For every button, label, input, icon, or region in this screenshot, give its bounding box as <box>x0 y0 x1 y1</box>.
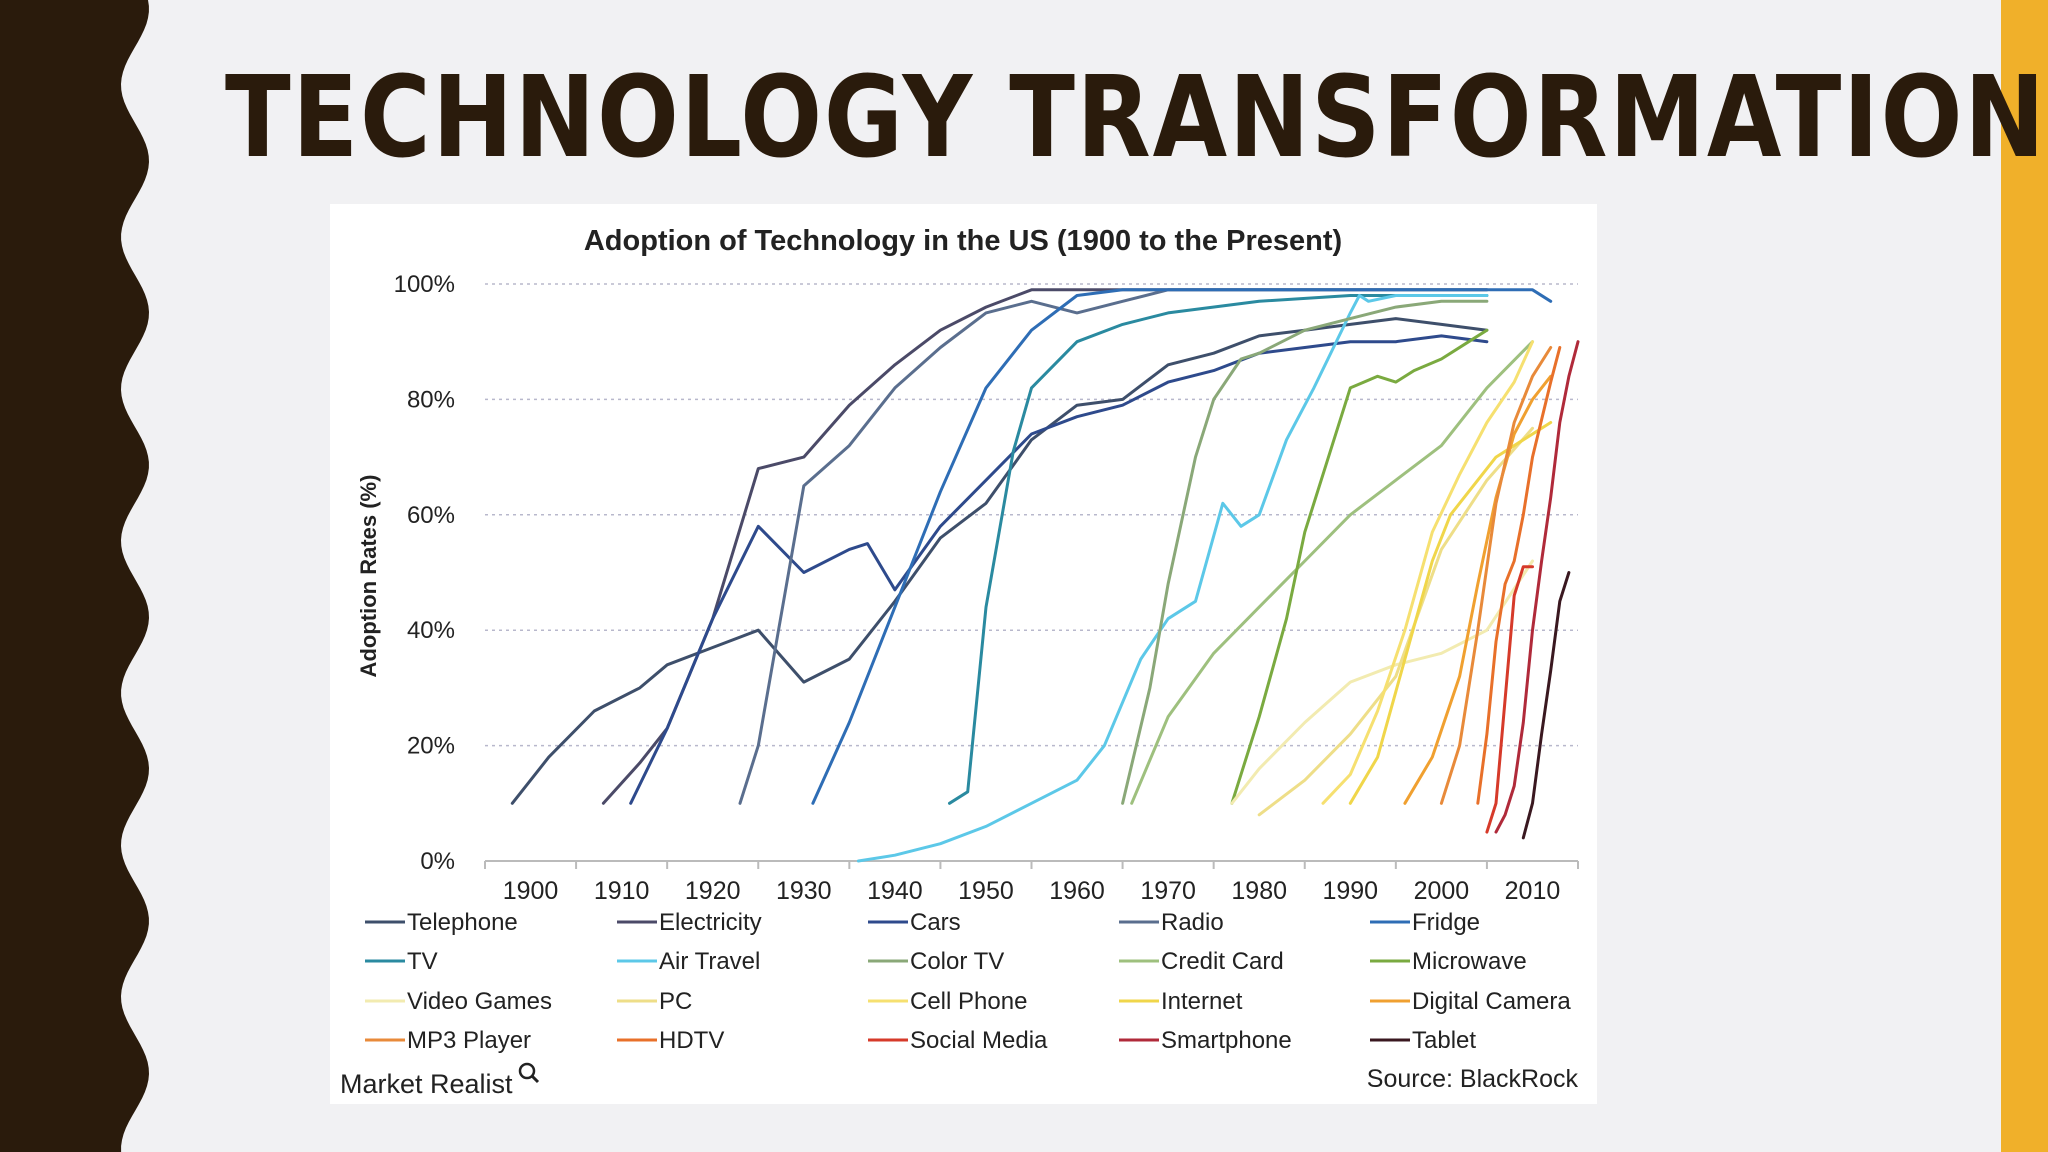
legend-label-fridge: Fridge <box>1412 909 1480 936</box>
brand-logo: Market Realist <box>340 1062 540 1099</box>
series-line-credit-card <box>1130 340 1534 805</box>
legend-label-digital-camera: Digital Camera <box>1412 988 1571 1015</box>
series-line-telephone <box>510 317 1489 805</box>
source-note: Source: BlackRock <box>1367 1065 1579 1093</box>
series-line-video-games <box>1230 559 1534 805</box>
legend-label-tv: TV <box>407 948 438 975</box>
grid-lines <box>485 283 1578 747</box>
series-line-social-media <box>1485 565 1534 834</box>
x-tick-label: 1990 <box>1322 877 1378 905</box>
x-tick-label: 1910 <box>594 877 650 905</box>
y-tick-label: 0% <box>420 848 455 875</box>
legend-label-internet: Internet <box>1161 988 1243 1015</box>
x-tick-label: 1900 <box>503 877 559 905</box>
series-line-pc <box>1257 426 1534 817</box>
x-tick-label: 1950 <box>958 877 1014 905</box>
chart: Adoption of Technology in the US (1900 t… <box>340 225 1580 1099</box>
x-tick-label: 2010 <box>1505 877 1561 905</box>
series-line-smartphone <box>1494 340 1580 834</box>
series-line-microwave <box>1230 328 1489 805</box>
series-line-air-travel <box>856 294 1489 863</box>
legend-label-mp3-player: MP3 Player <box>407 1027 531 1054</box>
legend-label-microwave: Microwave <box>1412 948 1527 975</box>
y-axis-label: Adoption Rates (%) <box>356 475 381 678</box>
series-line-hdtv <box>1476 346 1562 805</box>
series-line-cell-phone <box>1321 340 1534 805</box>
series-line-mp3-player <box>1439 346 1553 805</box>
legend-label-pc: PC <box>659 988 692 1015</box>
legend: Telephone Electricity Cars Radio Fridge TV Air… <box>365 909 1571 1054</box>
legend-label-telephone: Telephone <box>407 909 518 936</box>
series-line-color-tv <box>1121 299 1489 805</box>
series-line-digital-camera <box>1403 374 1553 805</box>
magnifier-icon <box>518 1062 536 1080</box>
y-tick-label: 40% <box>407 617 455 644</box>
legend-label-video-games: Video Games <box>407 988 552 1015</box>
legend-label-color-tv: Color TV <box>910 948 1004 975</box>
series-lines <box>510 288 1580 863</box>
y-tick-label: 60% <box>407 502 455 529</box>
axes: 0% 20% 40% 60% 80% 100% 1900 1910 1920 1930 1940 19… <box>394 271 1579 905</box>
y-tick-label: 20% <box>407 733 455 760</box>
series-line-electricity <box>601 288 1489 805</box>
legend-label-radio: Radio <box>1161 909 1224 936</box>
series-line-internet <box>1348 421 1553 805</box>
x-tick-label: 1930 <box>776 877 832 905</box>
legend-label-cell-phone: Cell Phone <box>910 988 1027 1015</box>
brand-text: Market Realist <box>340 1069 513 1099</box>
x-tick-label: 1960 <box>1049 877 1105 905</box>
series-line-fridge <box>811 288 1553 805</box>
right-accent-bar <box>2001 0 2048 1152</box>
x-tick-label: 1940 <box>867 877 923 905</box>
x-tick-label: 1970 <box>1140 877 1196 905</box>
slide-title: TECHNOLOGY TRANSFORMATION <box>225 53 2047 183</box>
legend-label-air-travel: Air Travel <box>659 948 760 975</box>
chart-title: Adoption of Technology in the US (1900 t… <box>584 225 1342 257</box>
legend-label-cars: Cars <box>910 909 961 936</box>
magnifier-handle <box>530 1074 540 1084</box>
legend-label-credit-card: Credit Card <box>1161 948 1284 975</box>
left-wave-band <box>0 0 149 1152</box>
legend-label-electricity: Electricity <box>659 909 762 936</box>
legend-label-smartphone: Smartphone <box>1161 1027 1292 1054</box>
series-line-tablet <box>1521 571 1571 840</box>
legend-label-social-media: Social Media <box>910 1027 1048 1054</box>
x-tick-label: 1920 <box>685 877 741 905</box>
y-tick-label: 100% <box>394 271 455 298</box>
series-line-tv <box>948 294 1489 805</box>
legend-label-hdtv: HDTV <box>659 1027 724 1054</box>
x-tick-label: 1980 <box>1231 877 1287 905</box>
legend-label-tablet: Tablet <box>1412 1027 1476 1054</box>
chart-panel: Adoption of Technology in the US (1900 t… <box>330 204 1597 1104</box>
y-tick-label: 80% <box>407 386 455 413</box>
x-tick-label: 2000 <box>1414 877 1470 905</box>
